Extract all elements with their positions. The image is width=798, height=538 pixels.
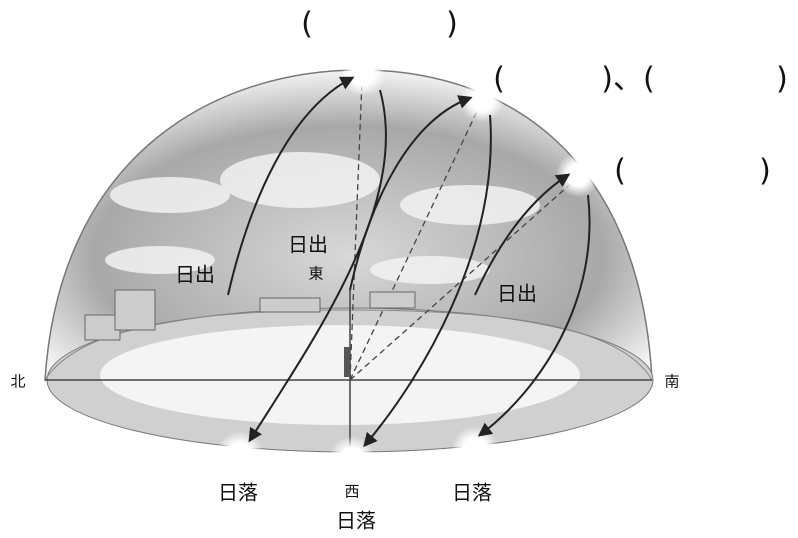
south-label: 南 — [664, 373, 679, 391]
observer — [344, 347, 350, 377]
blank-open: ( — [614, 154, 626, 189]
sunset-label: 日落 — [336, 509, 376, 533]
blank-close: ) — [776, 62, 788, 97]
sunset-label: 日落 — [452, 481, 492, 505]
sunrise-label: 日出 — [288, 233, 328, 257]
west-label: 西 — [344, 483, 359, 501]
sunrise-label: 日出 — [175, 263, 215, 287]
sunrise-label: 日出 — [497, 282, 537, 306]
blank-separator: )、( — [601, 62, 654, 97]
blank-close: ) — [759, 154, 771, 189]
lake — [100, 325, 580, 425]
north-label: 北 — [10, 373, 25, 391]
blank-open: ( — [301, 7, 313, 42]
sunset-label: 日落 — [218, 481, 258, 505]
east-label: 東 — [308, 265, 323, 283]
blank-close: ) — [446, 7, 458, 42]
sun-paths — [227, 76, 591, 448]
buildings — [84, 289, 416, 341]
blank-open: ( — [493, 62, 505, 97]
